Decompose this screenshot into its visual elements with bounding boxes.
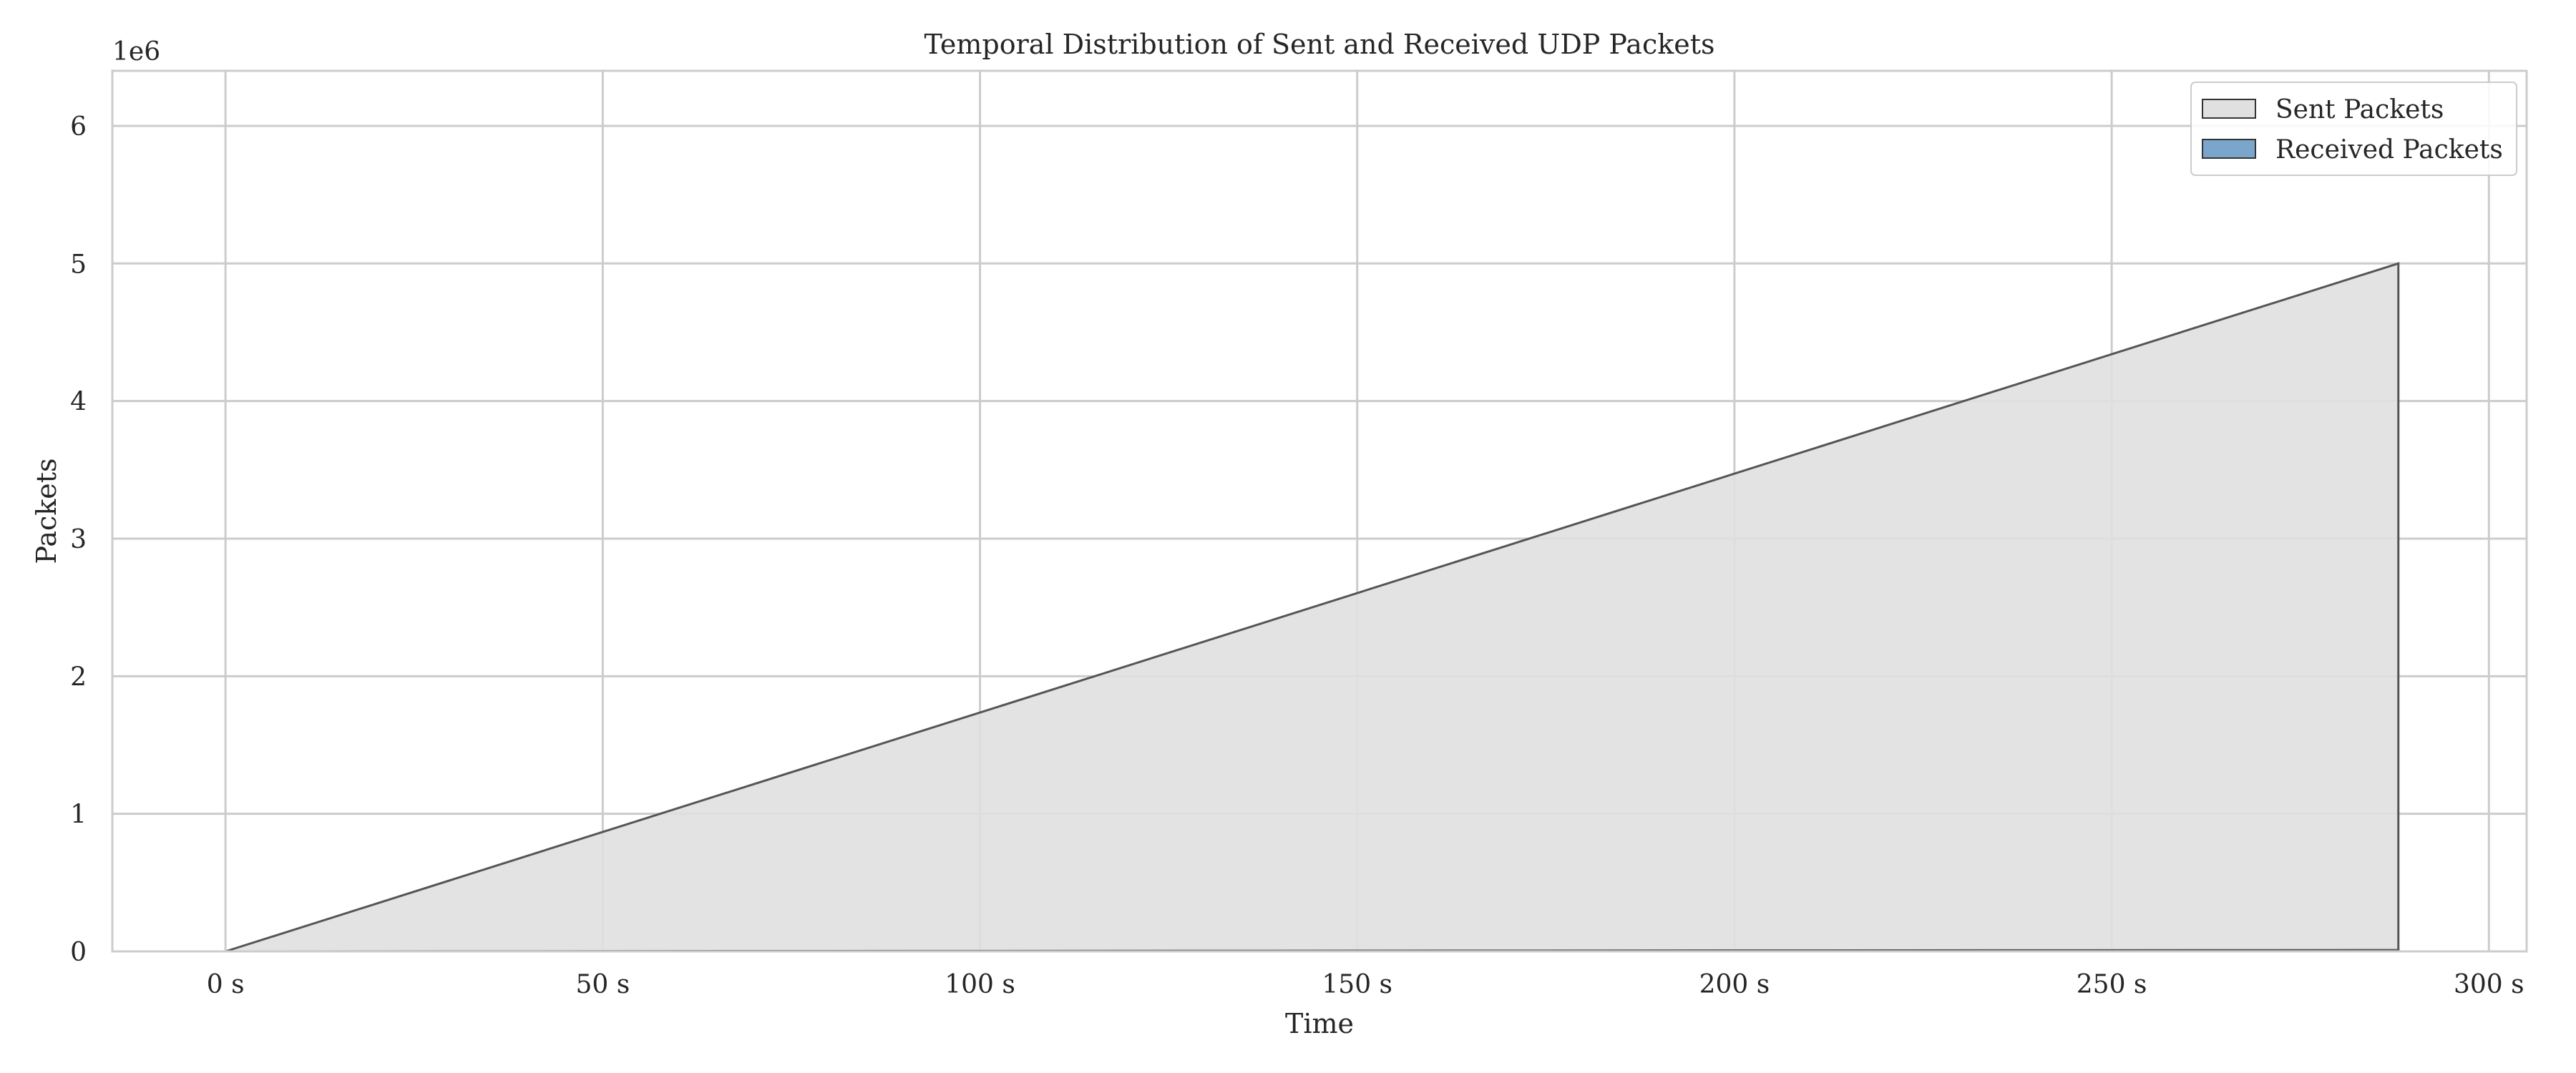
plot-frame [111, 69, 2528, 953]
legend-swatch-1 [2202, 99, 2256, 119]
y-tick-label: 3 [70, 525, 87, 554]
x-tick-label: 100 s [945, 970, 1015, 999]
x-tick-label: 0 s [207, 970, 245, 999]
legend: Sent Packets Received Packets [2190, 82, 2517, 176]
y-tick-label: 1 [70, 800, 87, 830]
x-tick-label: 300 s [2454, 970, 2524, 999]
x-axis-label: Time [1285, 1008, 1354, 1039]
y-tick-label: 6 [70, 112, 87, 142]
y-axis-label: Packets [31, 458, 62, 564]
legend-label-2: Received Packets [2275, 135, 2503, 165]
x-tick-label: 150 s [1322, 970, 1392, 999]
y-tick-label: 5 [70, 250, 87, 279]
chart-title: Temporal Distribution of Sent and Receiv… [924, 29, 1714, 60]
y-tick-label: 4 [70, 388, 87, 417]
legend-label-1: Sent Packets [2275, 95, 2444, 124]
y-axis-offset-label: 1e6 [112, 37, 160, 67]
y-tick-label: 2 [70, 662, 87, 692]
y-tick-label: 0 [70, 938, 87, 967]
legend-frame [2190, 82, 2517, 176]
x-tick-label: 50 s [575, 970, 630, 999]
legend-swatch-2 [2202, 139, 2256, 159]
x-tick-label: 200 s [1699, 970, 1770, 999]
x-tick-label: 250 s [2077, 970, 2147, 999]
ticks: 0 s 50 s 100 s 150 s 200 s 250 s 300 s 0 1 2 3 4 5 6 [70, 112, 2524, 999]
